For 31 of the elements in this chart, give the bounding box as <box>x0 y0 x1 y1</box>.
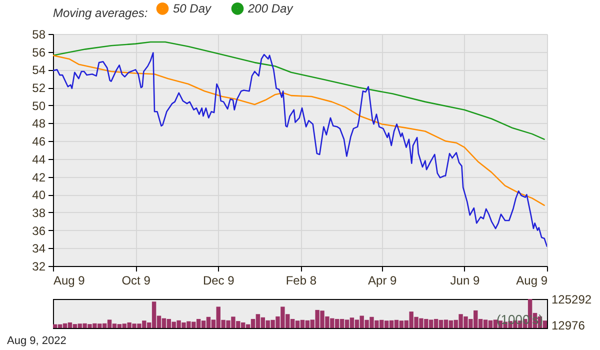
x-tick-label: Dec 9 <box>202 274 235 288</box>
y-tick-label: 48 <box>32 116 46 131</box>
y-tick-label: 56 <box>32 45 46 60</box>
y-tick-label: 50 <box>32 98 46 113</box>
y-tick-label: 54 <box>32 63 46 78</box>
y-tick-label: 40 <box>32 188 46 202</box>
y-tick-label: 34 <box>32 242 46 256</box>
y-tick-label: 36 <box>32 224 46 238</box>
y-tick-label: 58 <box>32 28 46 42</box>
y-tick-label: 42 <box>32 170 46 184</box>
line-series <box>53 52 547 248</box>
y-tick-label: 32 <box>32 260 46 274</box>
legend-label: 50 Day <box>173 2 212 16</box>
x-tick-label: Aug 9 <box>516 274 548 288</box>
y-axis-title: (1000's) <box>496 312 543 327</box>
line-series <box>53 54 545 206</box>
y-tick-label: 38 <box>32 206 46 220</box>
text: Aug 9, 2022 <box>7 334 66 347</box>
x-tick-label: Apr 9 <box>368 274 398 288</box>
legend-title: Moving averages: <box>53 6 148 20</box>
x-tick-label: Aug 9 <box>54 274 86 288</box>
x-tick-label: Jun 9 <box>450 274 480 288</box>
y-tick-label: 46 <box>32 134 46 149</box>
x-tick-label: Oct 9 <box>122 274 151 288</box>
legend-label: 200 Day <box>247 2 294 16</box>
y-tick-label: 12976 <box>552 318 586 332</box>
y-tick-label: 52 <box>32 81 46 96</box>
line-series <box>53 41 545 140</box>
y-tick-label: 125292 <box>552 292 592 306</box>
y-tick-label: 44 <box>32 152 46 166</box>
x-tick-label: Feb 8 <box>286 274 317 288</box>
